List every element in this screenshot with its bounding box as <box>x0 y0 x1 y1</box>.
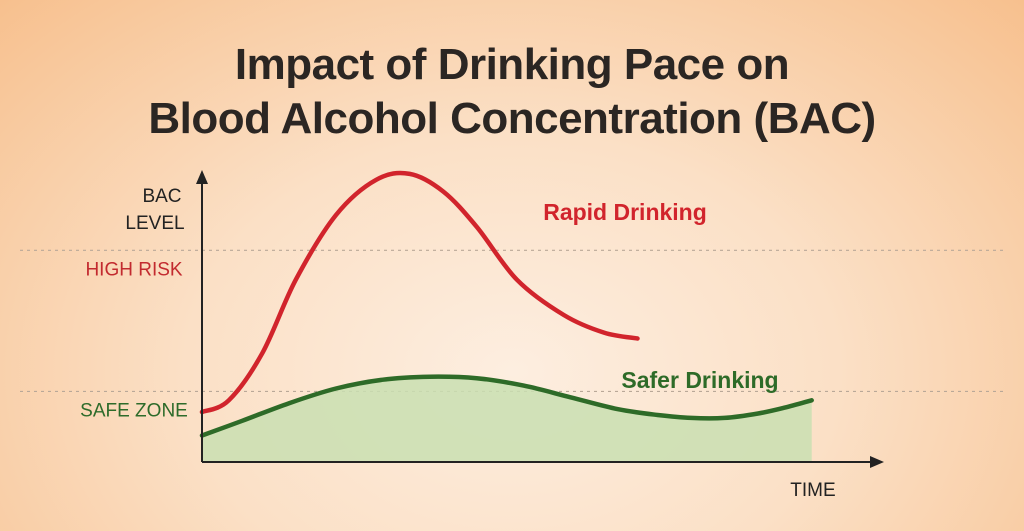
chart-title-line-2: Blood Alcohol Concentration (BAC) <box>148 94 876 143</box>
rapid-drinking-label: Rapid Drinking <box>543 199 707 225</box>
series-labels: Rapid Drinking Safer Drinking <box>543 199 778 393</box>
series-lines <box>199 170 814 438</box>
reference-labels: HIGH RISK SAFE ZONE <box>80 259 188 421</box>
safer-drinking-label: Safer Drinking <box>621 367 778 393</box>
rapid-drinking-line <box>199 170 640 415</box>
reference-label-safe-zone: SAFE ZONE <box>80 400 188 421</box>
x-axis-arrow-icon <box>870 456 884 468</box>
series-areas <box>202 376 812 462</box>
reference-label-high-risk: HIGH RISK <box>85 259 182 280</box>
y-axis-label-line-1: BAC <box>142 186 181 207</box>
x-axis-label: TIME <box>790 480 835 501</box>
chart-title-line-1: Impact of Drinking Pace on <box>234 40 790 89</box>
safer-drinking-line <box>199 374 814 438</box>
chart-title: Impact of Drinking Pace on Blood Alcohol… <box>0 38 1024 146</box>
safer-drinking-area <box>202 376 812 462</box>
y-axis-label-line-2: LEVEL <box>125 213 184 234</box>
y-axis-arrow-icon <box>196 170 208 184</box>
